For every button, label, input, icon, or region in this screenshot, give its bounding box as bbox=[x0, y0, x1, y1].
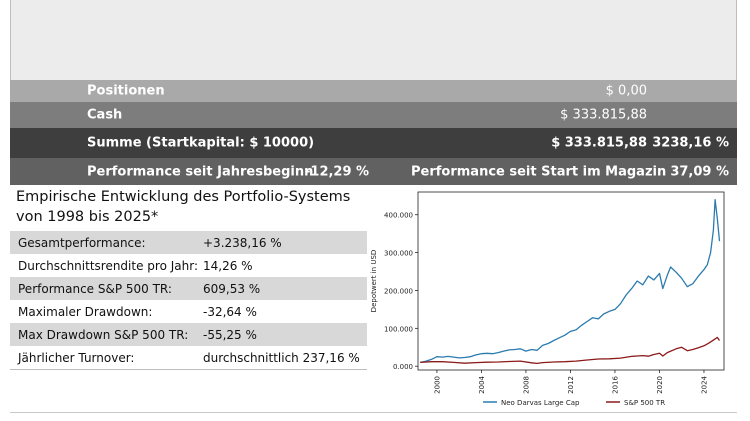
portfolio-chart: 0.000 100.000 200.000 300.000 400.000 2000 200… bbox=[368, 190, 738, 415]
stats-panel: Empirische Entwicklung des Portfolio-Sys… bbox=[10, 185, 367, 412]
performance-start-value: 37,09 % bbox=[670, 164, 729, 179]
stat-label: Max Drawdown S&P 500 TR: bbox=[18, 327, 189, 342]
row-cash: Cash $ 333.815,88 bbox=[10, 102, 737, 128]
series-line-sp500 bbox=[420, 336, 721, 365]
y-tick-label: 0.000 bbox=[393, 363, 413, 371]
summe-percent: 3238,16 % bbox=[652, 135, 729, 151]
legend-label: S&P 500 TR bbox=[624, 399, 665, 407]
stat-value: durchschnittlich 237,16 % bbox=[203, 350, 360, 365]
y-tick-label: 400.000 bbox=[384, 212, 413, 220]
x-tick-label: 2008 bbox=[522, 376, 530, 394]
performance-ytd-label: Performance seit Jahresbeginn bbox=[87, 164, 314, 179]
stats-title: Empirische Entwicklung des Portfolio-Sys… bbox=[16, 189, 351, 225]
series-line-neo-darvas bbox=[420, 198, 721, 364]
panel-bottom-border bbox=[10, 412, 737, 413]
summe-label: Summe (Startkapital: $ 10000) bbox=[87, 135, 315, 151]
stat-value: -32,64 % bbox=[203, 304, 257, 319]
row-summe: Summe (Startkapital: $ 10000) $ 333.815,… bbox=[10, 128, 737, 158]
x-tick-label: 2000 bbox=[433, 376, 441, 394]
positionen-label: Positionen bbox=[87, 83, 165, 99]
stat-row: Jährlicher Turnover: durchschnittlich 23… bbox=[10, 346, 367, 369]
stat-label: Maximaler Drawdown: bbox=[18, 304, 153, 319]
stat-value: +3.238,16 % bbox=[203, 235, 282, 250]
stat-row: Performance S&P 500 TR: 609,53 % bbox=[10, 277, 367, 300]
x-tick-label: 2012 bbox=[567, 376, 575, 394]
stat-row: Max Drawdown S&P 500 TR: -55,25 % bbox=[10, 323, 367, 346]
empty-header-area bbox=[10, 0, 737, 80]
x-tick-label: 2016 bbox=[611, 375, 619, 393]
y-axis-label: Depotwert in USD bbox=[370, 250, 378, 313]
plot-frame bbox=[417, 191, 725, 371]
x-tick-label: 2020 bbox=[656, 376, 664, 394]
stat-label: Jährlicher Turnover: bbox=[18, 350, 135, 365]
x-tick-label: 2004 bbox=[478, 375, 486, 393]
stat-value: 609,53 % bbox=[203, 281, 261, 296]
stat-value: -55,25 % bbox=[203, 327, 257, 342]
cash-label: Cash bbox=[87, 107, 123, 123]
y-tick-label: 200.000 bbox=[384, 287, 413, 295]
summe-value: $ 333.815,88 bbox=[551, 135, 647, 151]
chart-svg: 0.000 100.000 200.000 300.000 400.000 2000 200… bbox=[370, 191, 725, 407]
cash-value: $ 333.815,88 bbox=[560, 107, 647, 123]
row-performance: Performance seit Jahresbeginn -12,29 % P… bbox=[10, 158, 737, 185]
row-positionen: Positionen $ 0,00 bbox=[10, 80, 737, 102]
stat-row: Durchschnittsrendite pro Jahr: 14,26 % bbox=[10, 254, 367, 277]
y-tick-label: 300.000 bbox=[384, 250, 413, 258]
stat-label: Durchschnittsrendite pro Jahr: bbox=[18, 258, 198, 273]
legend-label: Neo Darvas Large Cap bbox=[501, 399, 580, 407]
stats-divider bbox=[10, 369, 367, 370]
performance-ytd-value: -12,29 % bbox=[305, 164, 370, 179]
performance-start-label: Performance seit Start im Magazin bbox=[411, 164, 667, 179]
stat-row: Maximaler Drawdown: -32,64 % bbox=[10, 300, 367, 323]
positionen-value: $ 0,00 bbox=[605, 83, 647, 99]
stat-row: Gesamtperformance: +3.238,16 % bbox=[10, 231, 367, 254]
stat-label: Performance S&P 500 TR: bbox=[18, 281, 172, 296]
y-tick-label: 100.000 bbox=[384, 325, 413, 333]
x-tick-label: 2024 bbox=[700, 375, 708, 393]
stat-value: 14,26 % bbox=[203, 258, 253, 273]
stat-label: Gesamtperformance: bbox=[18, 235, 146, 250]
